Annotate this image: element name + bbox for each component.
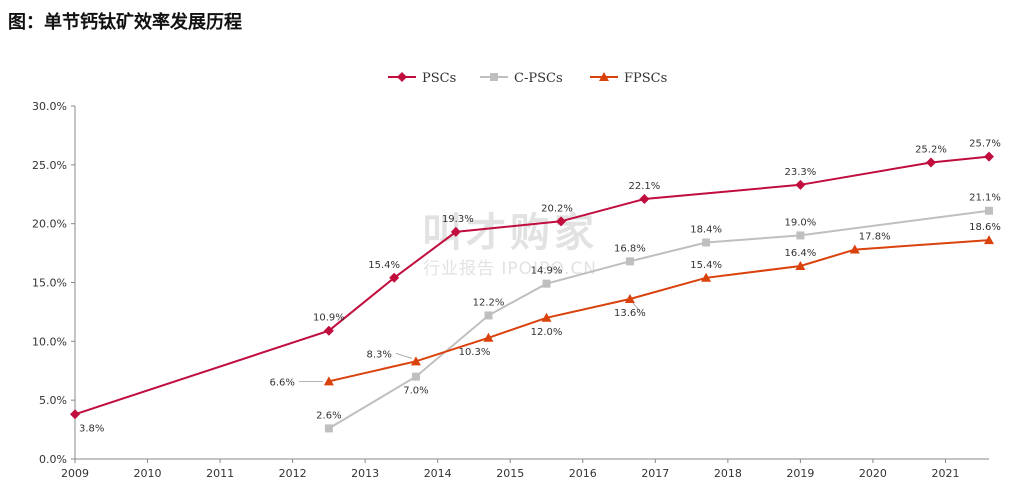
data-label: 12.0% [531,327,563,338]
data-point [450,226,461,237]
data-point [323,325,334,336]
data-label: 16.4% [785,248,817,259]
x-tick-label: 2009 [61,467,89,480]
legend-label: C-PSCs [514,71,563,86]
legend-label: FPSCs [624,71,667,86]
data-label: 20.2% [541,203,573,214]
series-line-fpscs [328,239,990,383]
data-point [397,72,407,82]
label-leader-line [395,352,413,359]
y-tick-label: 15.0% [32,277,67,290]
chart-title: 图：单节钙钛矿效率发展历程 [8,12,242,33]
data-label: 12.2% [473,297,505,308]
x-tick-label: 2015 [496,467,524,480]
data-label: 18.6% [969,222,1001,233]
data-point [490,73,498,81]
x-tick-label: 2011 [206,467,234,480]
x-tick-label: 2019 [786,467,814,480]
data-point [389,272,400,283]
y-tick-label: 5.0% [39,394,67,407]
data-point [599,72,609,81]
x-tick-label: 2010 [134,467,162,480]
y-tick-label: 10.0% [32,335,67,348]
data-point [324,424,333,433]
data-point [541,312,552,322]
y-tick-label: 0.0% [39,453,67,466]
y-tick-label: 20.0% [32,218,67,231]
data-label: 25.7% [969,139,1001,150]
data-point [701,272,712,282]
data-point [985,206,993,215]
data-point [556,216,567,227]
data-point [483,332,494,342]
x-tick-label: 2017 [641,467,669,480]
data-label: 21.1% [969,193,1001,204]
data-label: 3.8% [79,423,104,434]
data-point [849,244,860,254]
data-label: 14.9% [531,266,563,277]
x-tick-label: 2020 [859,467,887,480]
data-label: 2.6% [316,410,341,421]
data-point [925,157,936,168]
data-point [795,179,806,190]
x-tick-label: 2013 [351,467,379,480]
data-label: 10.3% [459,347,491,358]
y-tick-label: 25.0% [32,159,67,172]
data-point [702,238,711,247]
data-point [639,193,650,204]
data-label: 23.3% [785,167,817,178]
data-label: 15.4% [368,260,400,271]
data-label: 16.8% [614,243,646,254]
x-tick-label: 2014 [424,467,452,480]
data-point [796,231,805,240]
data-label: 25.2% [915,144,947,155]
data-point [984,235,994,245]
data-point [984,151,994,162]
data-label: 22.1% [629,181,661,192]
label-leader-line [632,302,641,312]
data-label: 13.6% [614,308,646,319]
x-tick-label: 2012 [279,467,307,480]
data-point [625,257,634,266]
data-label: 6.6% [269,377,294,388]
data-label: 18.4% [690,224,722,235]
data-point [410,356,421,366]
series-line-pscs [74,155,990,416]
data-point [542,279,551,288]
data-label: 19.0% [785,217,817,228]
series-line-c-pscs [328,209,990,430]
data-point [323,376,334,386]
data-point [484,311,493,320]
x-tick-label: 2016 [569,467,597,480]
legend-label: PSCs [422,71,456,86]
x-tick-label: 2021 [931,467,959,480]
data-label: 10.9% [313,313,345,324]
data-point [624,293,635,303]
data-label: 15.4% [690,260,722,271]
y-tick-label: 30.0% [32,100,67,113]
data-point [70,409,80,420]
data-label: 17.8% [859,232,891,243]
data-label: 7.0% [403,386,428,397]
data-point [795,261,806,271]
data-point [411,372,420,381]
data-label: 19.3% [442,214,474,225]
x-tick-label: 2018 [714,467,742,480]
data-label: 8.3% [367,349,392,360]
